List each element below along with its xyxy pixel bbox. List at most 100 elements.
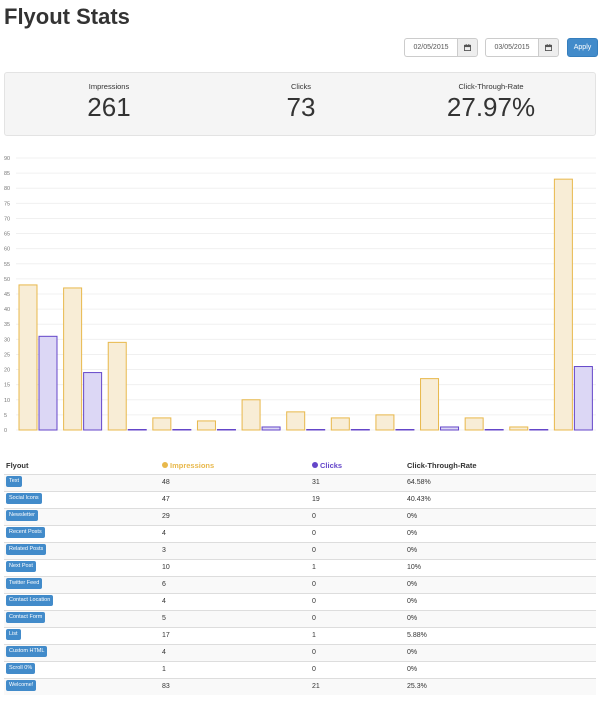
flyout-badge[interactable]: Welcome! [6, 680, 37, 692]
clicks-bar[interactable] [261, 426, 281, 431]
stats-table: Flyout Impressions Clicks Click-Through-… [4, 457, 596, 695]
clicks-cell: 0 [312, 649, 316, 656]
impressions-bar[interactable] [330, 417, 350, 431]
flyout-cell: Related Posts [6, 543, 47, 559]
impressions-bar[interactable] [107, 341, 127, 431]
flyout-cell: Contact Location [6, 594, 54, 610]
table-row: Recent Posts 4 0 0% [4, 525, 596, 542]
flyout-badge[interactable]: List [6, 629, 21, 641]
y-tick-label: 0 [4, 428, 7, 434]
header-impressions-label: Impressions [170, 461, 215, 470]
impressions-cell: 48 [162, 479, 170, 486]
clicks-bar[interactable] [395, 429, 415, 431]
impressions-bar[interactable] [464, 417, 484, 431]
impressions-cell: 10 [162, 564, 170, 571]
clicks-bar[interactable] [127, 429, 147, 431]
impressions-bar[interactable] [63, 287, 83, 431]
clicks-cell: 19 [312, 496, 320, 503]
y-tick-label: 55 [4, 262, 10, 268]
impressions-cell: 83 [162, 683, 170, 690]
y-tick-label: 15 [4, 383, 10, 389]
table-row: Social Icons 47 19 40.43% [4, 491, 596, 508]
clicks-bar[interactable] [83, 372, 103, 431]
flyout-cell: Social Icons [6, 492, 42, 508]
flyout-badge[interactable]: Contact Form [6, 612, 46, 624]
clicks-bar[interactable] [484, 429, 504, 431]
flyout-badge[interactable]: Next Post [6, 561, 36, 573]
flyout-cell: Twitter Feed [6, 577, 43, 593]
clicks-cell: 0 [312, 615, 316, 622]
clicks-bar[interactable] [350, 429, 370, 431]
clicks-cell: 0 [312, 581, 316, 588]
flyout-badge[interactable]: Recent Posts [6, 527, 45, 539]
impressions-bar[interactable] [553, 178, 573, 431]
flyout-badge[interactable]: Twitter Feed [6, 578, 43, 590]
flyout-cell: Recent Posts [6, 526, 45, 542]
clicks-cell: 0 [312, 513, 316, 520]
impressions-cell: 4 [162, 530, 166, 537]
start-date-input[interactable]: 02/05/2015 [404, 38, 457, 57]
impressions-cell: 3 [162, 547, 166, 554]
flyout-cell: Custom HTML [6, 645, 48, 661]
flyout-badge[interactable]: Scroll 0% [6, 663, 36, 675]
clicks-cell: 0 [312, 598, 316, 605]
ctr-cell: 0% [407, 666, 418, 673]
table-row: Newsletter 29 0 0% [4, 508, 596, 525]
impressions-bar[interactable] [375, 414, 395, 431]
ctr-cell: 0% [407, 530, 418, 537]
summary-panel: Impressions 261 Clicks 73 Click-Through-… [4, 72, 596, 136]
ctr-cell: 25.3% [407, 683, 427, 690]
y-tick-label: 20 [4, 368, 10, 374]
clicks-bar[interactable] [172, 429, 192, 431]
clicks-bar[interactable] [216, 429, 236, 431]
y-tick-label: 75 [4, 201, 10, 207]
flyout-badge[interactable]: Text [6, 476, 23, 488]
flyout-badge[interactable]: Related Posts [6, 544, 47, 556]
clicks-cell: 31 [312, 479, 320, 486]
impressions-bar[interactable] [241, 399, 261, 431]
apply-button[interactable]: Apply [567, 38, 598, 57]
flyout-badge[interactable]: Social Icons [6, 493, 42, 505]
impressions-bar[interactable] [509, 426, 529, 431]
clicks-bar[interactable] [573, 366, 593, 431]
impressions-stat-value: 261 [87, 92, 131, 122]
ctr-cell: 0% [407, 547, 418, 554]
clicks-bar[interactable] [38, 335, 58, 431]
impressions-cell: 29 [162, 513, 170, 520]
end-date-input[interactable]: 03/05/2015 [485, 38, 538, 57]
flyout-badge[interactable]: Contact Location [6, 595, 54, 607]
impressions-bar[interactable] [420, 378, 440, 431]
impressions-cell: 47 [162, 496, 170, 503]
flyout-badge[interactable]: Custom HTML [6, 646, 48, 658]
table-row: Contact Location 4 0 0% [4, 593, 596, 610]
impressions-cell: 6 [162, 581, 166, 588]
y-tick-label: 40 [4, 307, 10, 313]
clicks-stat-label: Clicks [291, 82, 311, 91]
flyout-badge[interactable]: Newsletter [6, 510, 38, 522]
clicks-bar[interactable] [440, 426, 460, 431]
ctr-stat: Click-Through-Rate 27.97% [391, 73, 591, 122]
start-date-group: 02/05/2015 [404, 38, 478, 57]
y-tick-label: 30 [4, 337, 10, 343]
clicks-bar[interactable] [306, 429, 326, 431]
y-tick-label: 85 [4, 171, 10, 177]
table-body: Text 48 31 64.58% Social Icons 47 19 40.43% News… [4, 474, 596, 695]
impressions-bar[interactable] [286, 411, 306, 431]
impressions-bar[interactable] [18, 284, 38, 431]
table-row: Text 48 31 64.58% [4, 474, 596, 491]
clicks-bar[interactable] [529, 429, 549, 431]
impressions-bar[interactable] [196, 420, 216, 431]
table-row: Related Posts 3 0 0% [4, 542, 596, 559]
ctr-cell: 0% [407, 649, 418, 656]
end-date-calendar-button[interactable] [538, 38, 559, 57]
ctr-cell: 64.58% [407, 479, 431, 486]
impressions-bar[interactable] [152, 417, 172, 431]
flyout-cell: Newsletter [6, 509, 38, 525]
clicks-cell: 0 [312, 530, 316, 537]
y-tick-label: 90 [4, 156, 10, 162]
start-date-calendar-button[interactable] [457, 38, 478, 57]
ctr-cell: 0% [407, 598, 418, 605]
ctr-cell: 40.43% [407, 496, 431, 503]
flyout-cell: List [6, 628, 21, 644]
table-row: Twitter Feed 6 0 0% [4, 576, 596, 593]
